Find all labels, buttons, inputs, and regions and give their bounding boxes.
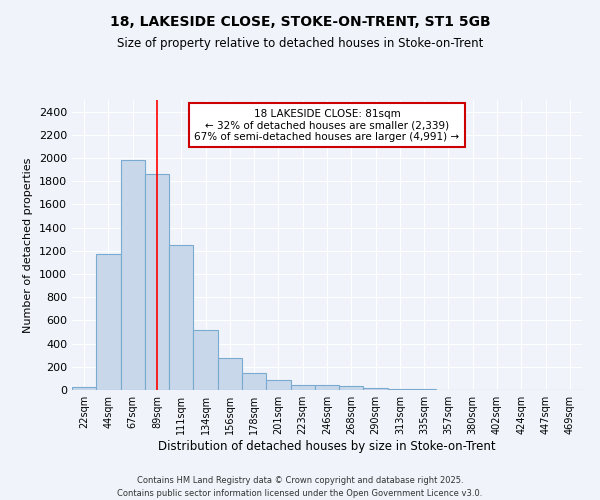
Bar <box>121 160 145 390</box>
Bar <box>169 245 193 390</box>
Bar <box>96 254 121 390</box>
Bar <box>388 389 412 390</box>
Text: 18 LAKESIDE CLOSE: 81sqm
← 32% of detached houses are smaller (2,339)
67% of sem: 18 LAKESIDE CLOSE: 81sqm ← 32% of detach… <box>194 108 460 142</box>
Bar <box>315 386 339 390</box>
Bar <box>145 174 169 390</box>
Bar <box>290 385 315 390</box>
Bar <box>242 372 266 390</box>
Bar <box>218 358 242 390</box>
Bar <box>266 380 290 390</box>
Bar <box>193 330 218 390</box>
Bar <box>364 388 388 390</box>
Text: Contains HM Land Registry data © Crown copyright and database right 2025.
Contai: Contains HM Land Registry data © Crown c… <box>118 476 482 498</box>
X-axis label: Distribution of detached houses by size in Stoke-on-Trent: Distribution of detached houses by size … <box>158 440 496 453</box>
Text: 18, LAKESIDE CLOSE, STOKE-ON-TRENT, ST1 5GB: 18, LAKESIDE CLOSE, STOKE-ON-TRENT, ST1 … <box>110 15 490 29</box>
Y-axis label: Number of detached properties: Number of detached properties <box>23 158 34 332</box>
Text: Size of property relative to detached houses in Stoke-on-Trent: Size of property relative to detached ho… <box>117 38 483 51</box>
Bar <box>72 387 96 390</box>
Bar <box>339 386 364 390</box>
